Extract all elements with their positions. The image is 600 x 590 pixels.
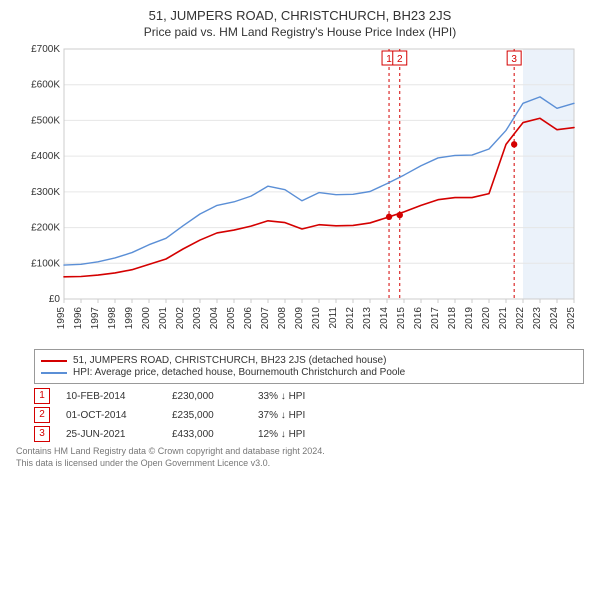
legend: 51, JUMPERS ROAD, CHRISTCHURCH, BH23 2JS… <box>34 349 584 384</box>
x-axis-tick-label: 2020 <box>481 307 492 330</box>
x-axis-tick-label: 2002 <box>175 307 186 330</box>
x-axis-tick-label: 2014 <box>379 307 390 330</box>
legend-label: HPI: Average price, detached house, Bour… <box>73 367 405 378</box>
x-axis-tick-label: 2005 <box>226 307 237 330</box>
transaction-price: £235,000 <box>172 410 242 421</box>
y-axis-tick-label: £100K <box>31 258 60 269</box>
x-axis-tick-label: 2008 <box>277 307 288 330</box>
series-marker <box>511 141 517 147</box>
transaction-badge: 3 <box>34 426 50 442</box>
series-marker <box>386 214 392 220</box>
svg-text:3: 3 <box>511 54 517 65</box>
transaction-badge: 1 <box>34 388 50 404</box>
x-axis-tick-label: 2021 <box>498 307 509 330</box>
legend-swatch <box>41 372 67 374</box>
figure-container: 51, JUMPERS ROAD, CHRISTCHURCH, BH23 2JS… <box>0 0 600 590</box>
x-axis-tick-label: 2016 <box>413 307 424 330</box>
x-axis-tick-label: 1999 <box>124 307 135 330</box>
x-axis-tick-label: 2013 <box>362 307 373 330</box>
legend-label: 51, JUMPERS ROAD, CHRISTCHURCH, BH23 2JS… <box>73 355 386 366</box>
chart-subtitle: Price paid vs. HM Land Registry's House … <box>6 25 594 39</box>
x-axis-tick-label: 2019 <box>464 307 475 330</box>
x-axis-tick-label: 2007 <box>260 307 271 330</box>
y-axis-tick-label: £600K <box>31 80 60 91</box>
x-axis-tick-label: 2011 <box>328 307 339 329</box>
y-axis-tick-label: £700K <box>31 44 60 55</box>
y-axis-tick-label: £400K <box>31 151 60 162</box>
y-axis-tick-label: £300K <box>31 187 60 198</box>
x-axis-tick-label: 1996 <box>73 307 84 330</box>
svg-text:1: 1 <box>386 54 392 65</box>
legend-item: HPI: Average price, detached house, Bour… <box>41 367 577 378</box>
footer-line: This data is licensed under the Open Gov… <box>16 458 584 470</box>
transaction-delta: 12% ↓ HPI <box>258 429 358 440</box>
chart-title: 51, JUMPERS ROAD, CHRISTCHURCH, BH23 2JS <box>6 8 594 23</box>
x-axis-tick-label: 2025 <box>566 307 577 330</box>
transaction-price: £230,000 <box>172 391 242 402</box>
x-axis-tick-label: 2004 <box>209 307 220 330</box>
transaction-date: 10-FEB-2014 <box>66 391 156 402</box>
transaction-date: 25-JUN-2021 <box>66 429 156 440</box>
x-axis-tick-label: 2010 <box>311 307 322 330</box>
svg-text:2: 2 <box>397 54 403 65</box>
y-axis-tick-label: £500K <box>31 115 60 126</box>
x-axis-tick-label: 2000 <box>141 307 152 330</box>
price-chart: £0 £100K £200K £300K £400K £500K £600K £700K 199… <box>20 43 580 343</box>
x-axis-tick-label: 1998 <box>107 307 118 330</box>
x-axis-tick-label: 2015 <box>396 307 407 330</box>
transaction-delta: 33% ↓ HPI <box>258 391 358 402</box>
x-axis-tick-label: 1995 <box>56 307 67 330</box>
transaction-price: £433,000 <box>172 429 242 440</box>
event-marker-badge: 2 <box>393 51 407 65</box>
x-axis-tick-label: 2022 <box>515 307 526 330</box>
transaction-badge: 2 <box>34 407 50 423</box>
x-axis-tick-label: 1997 <box>90 307 101 330</box>
x-axis-tick-label: 2023 <box>532 307 543 330</box>
event-marker-badge: 3 <box>507 51 521 65</box>
chart-area: £0 £100K £200K £300K £400K £500K £600K £700K 199… <box>6 43 594 343</box>
x-axis-tick-label: 2006 <box>243 307 254 330</box>
transaction-date: 01-OCT-2014 <box>66 410 156 421</box>
transaction-row: 1 10-FEB-2014 £230,000 33% ↓ HPI <box>34 388 584 404</box>
legend-swatch <box>41 360 67 362</box>
x-axis-tick-label: 2017 <box>430 307 441 330</box>
x-axis-tick-label: 2003 <box>192 307 203 330</box>
y-axis-tick-label: £0 <box>49 294 61 305</box>
x-axis-tick-label: 2001 <box>158 307 169 330</box>
footer-line: Contains HM Land Registry data © Crown c… <box>16 446 584 458</box>
x-axis-tick-label: 2018 <box>447 307 458 330</box>
transactions-table: 1 10-FEB-2014 £230,000 33% ↓ HPI 2 01-OCT-201… <box>34 388 584 442</box>
y-axis-tick-label: £200K <box>31 223 60 234</box>
x-axis-tick-label: 2012 <box>345 307 356 330</box>
transaction-row: 2 01-OCT-2014 £235,000 37% ↓ HPI <box>34 407 584 423</box>
transaction-row: 3 25-JUN-2021 £433,000 12% ↓ HPI <box>34 426 584 442</box>
x-axis-tick-label: 2009 <box>294 307 305 330</box>
transaction-delta: 37% ↓ HPI <box>258 410 358 421</box>
series-marker <box>397 212 403 218</box>
attribution-footer: Contains HM Land Registry data © Crown c… <box>16 446 584 469</box>
legend-item: 51, JUMPERS ROAD, CHRISTCHURCH, BH23 2JS… <box>41 355 577 366</box>
x-axis-tick-label: 2024 <box>549 307 560 330</box>
